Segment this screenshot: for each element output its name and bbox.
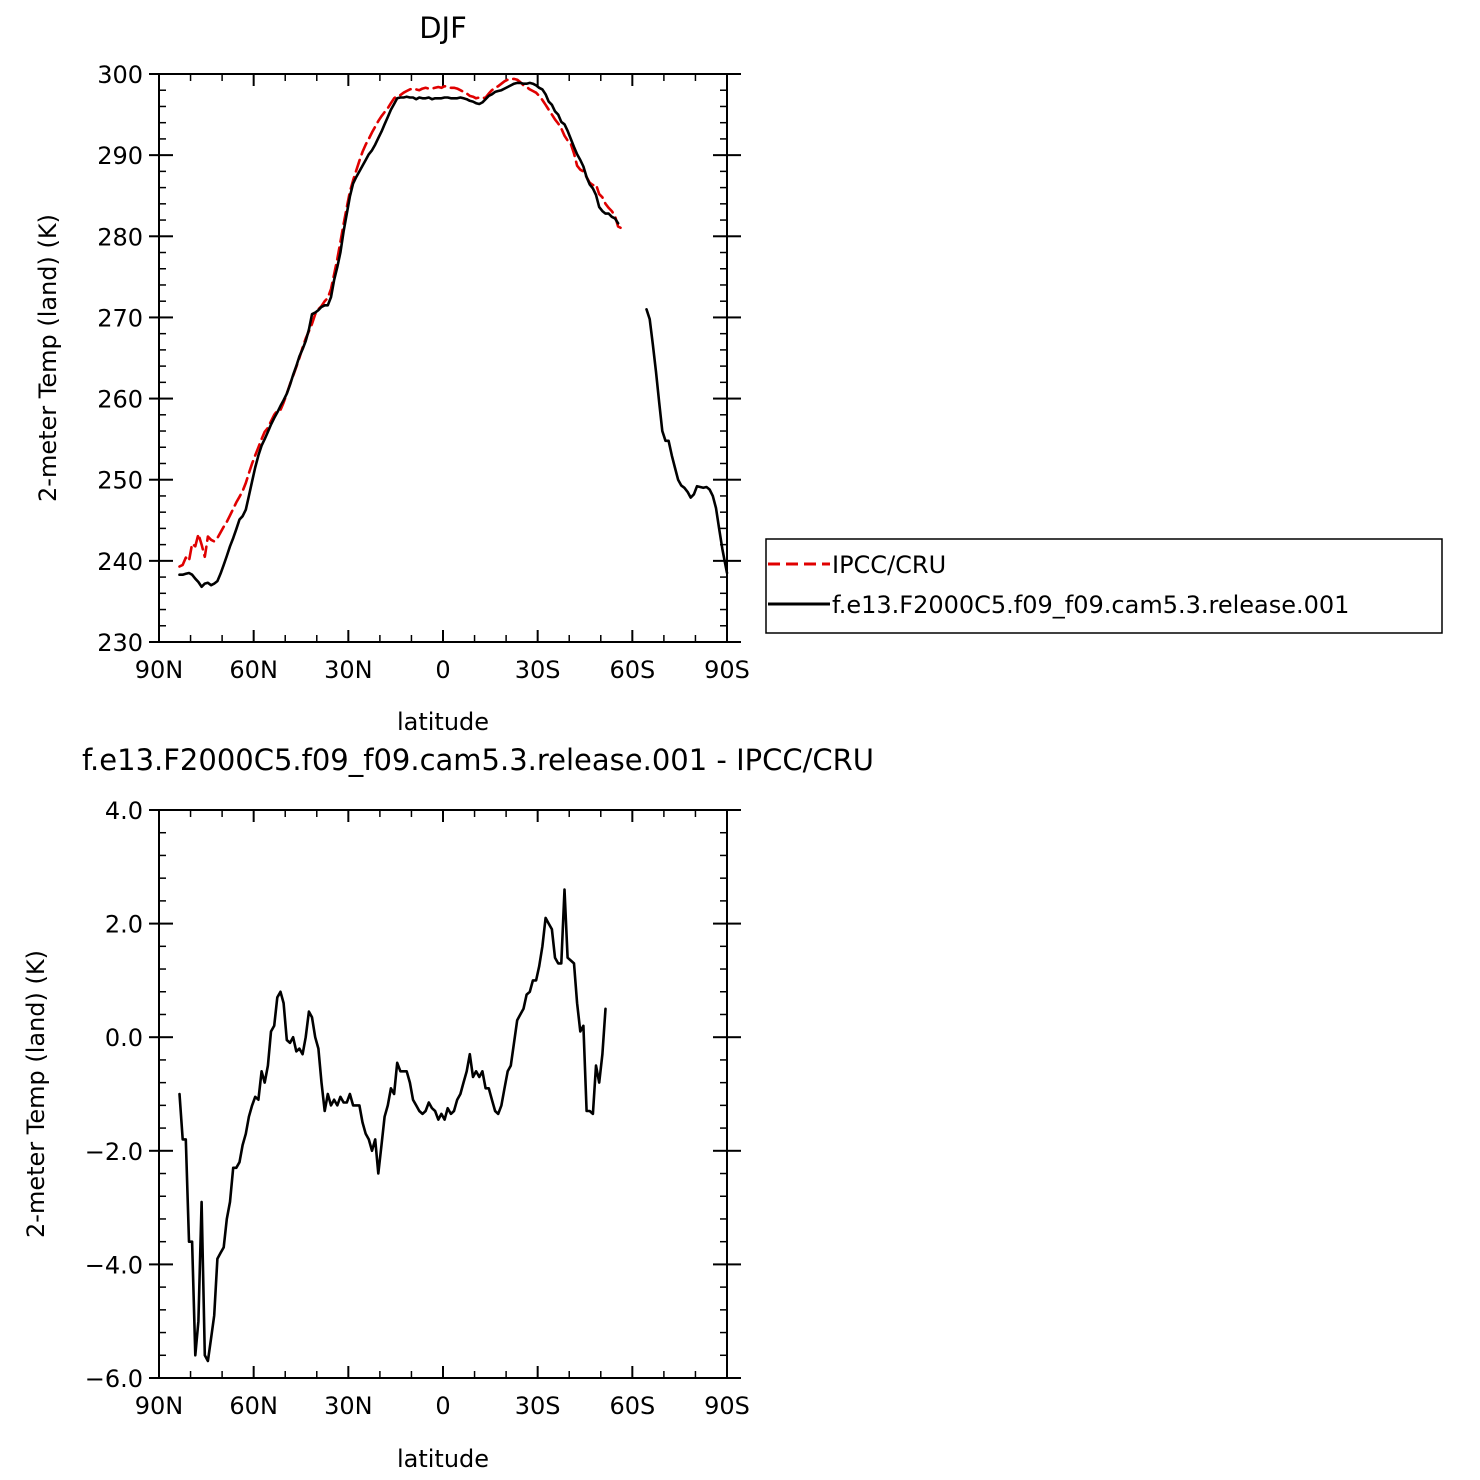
bottom-y-tick-label: 4.0 [105,797,143,825]
top-y-tick-label: 230 [97,629,143,657]
bottom-x-tick-label: 60N [229,1392,278,1420]
top-y-axis-title: 2-meter Temp (land) (K) [34,214,62,502]
top-y-tick-label: 250 [97,467,143,495]
bottom-series-0-line-segment-0 [178,888,607,1363]
top-chart-title: DJF [419,11,467,45]
top-x-tick-label: 90S [704,656,750,684]
bottom-y-axis-title: 2-meter Temp (land) (K) [22,950,50,1238]
legend: IPCC/CRU f.e13.F2000C5.f09_f09.cam5.3.re… [765,538,1443,634]
top-y-tick-label: 270 [97,304,143,332]
bottom-x-tick-label: 0 [435,1392,450,1420]
bottom-y-tick-label: −6.0 [85,1365,143,1393]
top-x-tick-label: 30N [324,656,373,684]
top-x-tick-label: 30S [515,656,561,684]
top-series-0-line-segment-0 [178,77,623,568]
top-y-tick-label: 290 [97,142,143,170]
bottom-x-tick-label: 60S [609,1392,655,1420]
legend-box [765,538,1443,634]
top-series-1-line-segment-0 [178,81,620,589]
top-y-tick-label: 240 [97,548,143,576]
bottom-panel: f.e13.F2000C5.f09_f09.cam5.3.release.001… [22,743,874,1473]
top-panel: DJF 90N 60N 30N 0 30S 60S 90S 300 290 280 270 260 25… [34,11,750,736]
bottom-x-axis-title: latitude [397,1445,489,1473]
bottom-chart-title: f.e13.F2000C5.f09_f09.cam5.3.release.001… [82,743,874,777]
legend-label-ipcc-cru: IPCC/CRU [832,551,946,579]
top-y-tick-label: 300 [97,61,143,89]
top-series-1-line-segment-1 [645,307,729,575]
bottom-x-tick-label: 90N [135,1392,184,1420]
bottom-x-tick-label: 30S [515,1392,561,1420]
top-plot-frame [158,73,728,643]
top-y-tick-label: 260 [97,386,143,414]
top-x-tick-label: 60S [609,656,655,684]
bottom-y-tick-label: −2.0 [85,1138,143,1166]
top-y-tick-label: 280 [97,223,143,251]
bottom-x-tick-label: 90S [704,1392,750,1420]
bottom-y-tick-label: 0.0 [105,1024,143,1052]
bottom-plot-frame [158,809,728,1379]
top-x-tick-label: 90N [135,656,184,684]
top-x-axis-title: latitude [397,708,489,736]
bottom-y-tick-label: −4.0 [85,1251,143,1279]
bottom-y-tick-label: 2.0 [105,911,143,939]
top-x-tick-label: 0 [435,656,450,684]
legend-label-model: f.e13.F2000C5.f09_f09.cam5.3.release.001 [832,591,1349,619]
bottom-x-tick-label: 30N [324,1392,373,1420]
top-x-tick-label: 60N [229,656,278,684]
